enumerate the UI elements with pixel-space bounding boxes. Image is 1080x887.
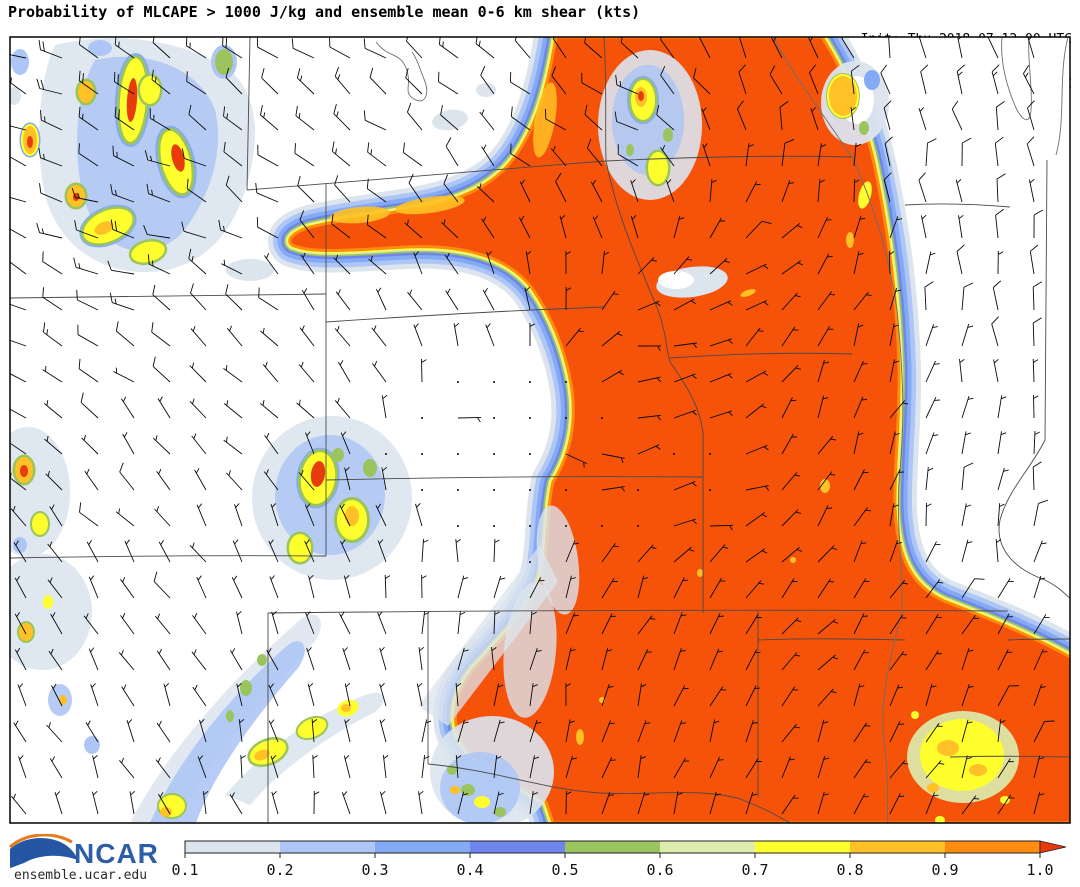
colorbar-segment [470,841,565,853]
colorbar-segment [375,841,470,853]
state-borders [10,37,1070,823]
ncar-logo-swoosh [10,837,78,868]
colorbar-segment [280,841,375,853]
colorbar-tick-label: 0.8 [836,861,863,879]
page-title: Probability of MLCAPE > 1000 J/kg and en… [8,3,641,21]
rivers [375,37,1069,823]
colorbar-tick-label: 0.3 [361,861,388,879]
ncar-logo: NCAR [9,834,159,869]
map-content [10,37,1070,823]
colorbar-tick-label: 0.6 [646,861,673,879]
colorbar-segment [850,841,945,853]
colorbar-tick-label: 0.5 [551,861,578,879]
colorbar-tick-label: 0.9 [931,861,958,879]
colorbar-arrow [1039,840,1067,854]
ncar-logo-arc [9,834,73,849]
colorbar-segment [565,841,660,853]
colorbar-segment [945,841,1040,853]
wind-barbs [10,37,1055,815]
ncar-logo-text: NCAR [74,838,159,869]
colorbar-tick-label: 1.0 [1026,861,1053,879]
colorbar-segment [185,841,280,853]
lake-michigan-outline [1001,37,1032,121]
colorbar-tick-label: 0.2 [266,861,293,879]
map-frame [9,36,1071,824]
colorbar-tick-label: 0.4 [456,861,483,879]
probability-colorbar: 0.1 0.2 0.3 0.4 0.5 0.6 0.7 0.8 0.9 1.0 [171,840,1067,879]
probability-field [10,37,1070,823]
colorbar-tick-label: 0.7 [741,861,768,879]
colorbar-segment [660,841,755,853]
site-url: ensemble.ucar.edu [14,868,148,883]
colorbar-segment [755,841,850,853]
colorbar-tick-label: 0.1 [171,861,198,879]
